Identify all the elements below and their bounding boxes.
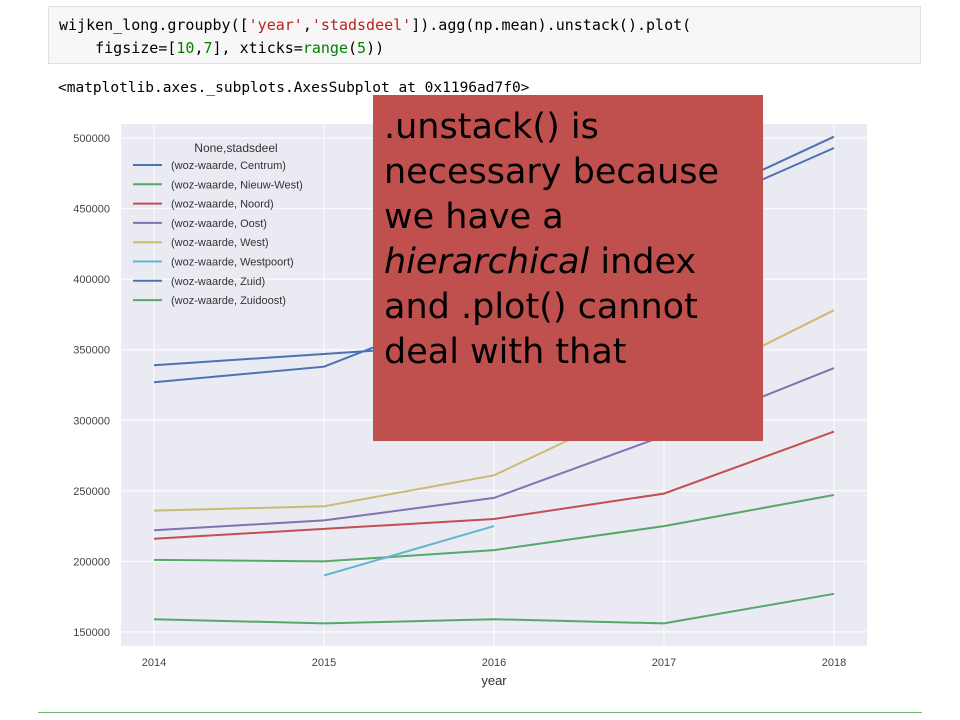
y-tick-label: 150000 xyxy=(73,627,110,639)
code-cell[interactable]: wijken_long.groupby(['year','stadsdeel']… xyxy=(48,6,921,64)
legend-title: None,stadsdeel xyxy=(194,141,277,155)
y-tick-label: 250000 xyxy=(73,486,110,498)
legend-entry: (woz-waarde, Oost) xyxy=(171,218,267,230)
legend-entry: (woz-waarde, West) xyxy=(171,237,269,249)
code-number-token: 7 xyxy=(203,39,213,57)
legend-entry: (woz-waarde, Zuid) xyxy=(171,276,265,288)
code-token: ]).agg(np.mean).unstack().plot( xyxy=(411,16,692,34)
code-string-token: 'stadsdeel' xyxy=(311,16,412,34)
divider xyxy=(38,712,922,713)
y-tick-label: 350000 xyxy=(73,345,110,357)
x-axis-title: year xyxy=(481,673,507,688)
legend-entry: (woz-waarde, Westpoort) xyxy=(171,257,294,269)
legend-entry: (woz-waarde, Nieuw-West) xyxy=(171,179,303,191)
code-token: ( xyxy=(348,39,358,57)
code-token: figsize=[ xyxy=(59,39,177,57)
code-token: wijken_long.groupby([ xyxy=(59,16,249,34)
callout-text: .unstack() is necessary because we have … xyxy=(384,107,720,237)
x-tick-label: 2016 xyxy=(482,657,506,669)
code-number-token: 5 xyxy=(357,39,367,57)
y-tick-label: 300000 xyxy=(73,415,110,427)
callout-text: index and .plot() cannot deal with that xyxy=(384,242,698,372)
y-tick-label: 500000 xyxy=(73,133,110,145)
legend-entry: (woz-waarde, Centrum) xyxy=(171,160,286,172)
code-line-2: figsize=[10,7], xticks=range(5)) xyxy=(59,39,384,57)
code-token: ], xticks= xyxy=(212,39,303,57)
code-number-token: 10 xyxy=(176,39,195,57)
code-builtin-token: range xyxy=(302,39,348,57)
code-string-token: 'year' xyxy=(248,16,303,34)
x-tick-label: 2017 xyxy=(652,657,676,669)
cell-output-text: <matplotlib.axes._subplots.AxesSubplot a… xyxy=(58,80,530,96)
y-tick-label: 200000 xyxy=(73,556,110,568)
legend: None,stadsdeel (woz-waarde, Centrum) (woz… xyxy=(133,141,303,307)
legend-entry: (woz-waarde, Noord) xyxy=(171,199,274,211)
series-line xyxy=(153,430,835,540)
code-line-1: wijken_long.groupby(['year','stadsdeel']… xyxy=(59,16,691,34)
y-tick-label: 400000 xyxy=(73,274,110,286)
legend-entry: (woz-waarde, Zuidoost) xyxy=(171,295,286,307)
code-token: )) xyxy=(366,39,385,57)
annotation-callout: .unstack() is necessary because we have … xyxy=(373,95,763,441)
series-line xyxy=(323,525,495,577)
series-line xyxy=(153,494,835,563)
series-line xyxy=(153,592,835,625)
code-token: , xyxy=(194,39,204,57)
y-axis-ticks: 150000 200000 250000 300000 350000 400000 4500… xyxy=(73,133,110,639)
x-tick-label: 2015 xyxy=(312,657,336,669)
x-axis-ticks: 2014 2015 2016 2017 2018 xyxy=(142,657,846,669)
x-tick-label: 2018 xyxy=(822,657,846,669)
callout-italic-text: hierarchical xyxy=(384,242,590,282)
y-tick-label: 450000 xyxy=(73,204,110,216)
code-token: , xyxy=(302,16,312,34)
x-tick-label: 2014 xyxy=(142,657,166,669)
